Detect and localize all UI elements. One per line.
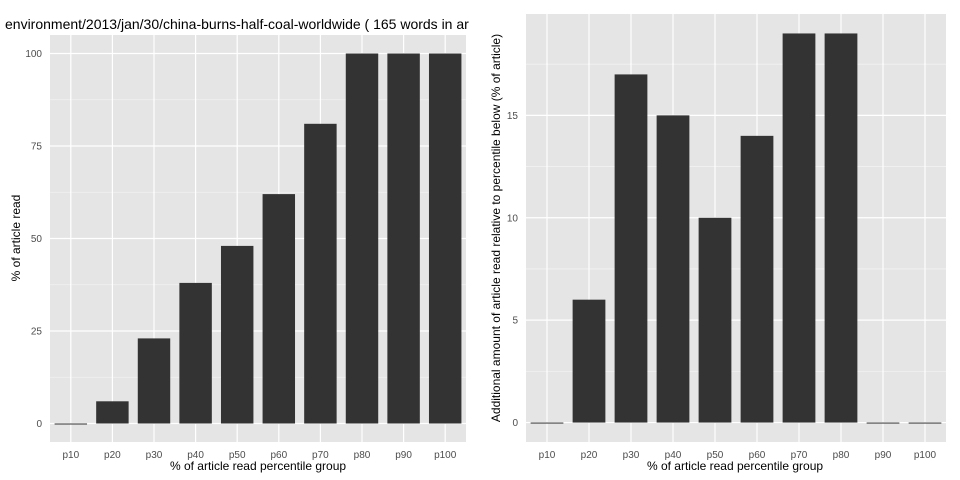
- x-axis-label: % of article read percentile group: [170, 459, 346, 473]
- y-tick-labels: 0 25 50 75 100: [25, 49, 42, 430]
- x-tick-label: p90: [395, 450, 412, 461]
- bar-p100: [428, 53, 462, 424]
- y-tick-label: 15: [507, 111, 519, 122]
- x-tick-label: p40: [665, 450, 682, 461]
- bar-series: [54, 53, 462, 425]
- bar-p50: [220, 245, 254, 424]
- x-tick-label: p30: [146, 450, 163, 461]
- x-tick-label: p60: [749, 450, 766, 461]
- y-tick-label: 10: [507, 213, 519, 224]
- bar-p60: [740, 135, 774, 423]
- x-tick-label: p80: [833, 450, 850, 461]
- x-tick-labels: p10 p20 p30 p40 p50 p60 p70 p80 p90 p100: [62, 450, 456, 461]
- bar-p40: [179, 282, 212, 424]
- bar-p100: [908, 422, 942, 424]
- bar-p20: [96, 401, 129, 424]
- bar-p60: [262, 194, 296, 424]
- y-tick-label: 0: [36, 419, 42, 430]
- y-tick-labels: 0 5 10 15: [507, 111, 519, 429]
- bar-p40: [656, 115, 690, 423]
- x-tick-label: p50: [707, 450, 724, 461]
- x-tick-label: p100: [434, 450, 457, 461]
- x-tick-label: p10: [62, 450, 79, 461]
- y-axis-label: % of article read: [9, 195, 23, 282]
- y-tick-label: 50: [31, 234, 43, 245]
- bar-p10: [54, 423, 88, 425]
- x-tick-labels: p10 p20 p30 p40 p50 p60 p70 p80 p90 p100: [539, 450, 937, 461]
- bar-p70: [304, 123, 337, 424]
- x-tick-label: p50: [229, 450, 246, 461]
- bar-p90: [866, 422, 900, 424]
- bar-p50: [698, 217, 732, 423]
- y-tick-label: 25: [31, 327, 43, 338]
- bar-p10: [530, 422, 564, 424]
- y-tick-label: 75: [31, 142, 43, 153]
- y-axis-label: Additional amount of article read relati…: [489, 34, 503, 422]
- x-tick-label: p40: [187, 450, 204, 461]
- x-tick-label: p80: [354, 450, 371, 461]
- bar-p30: [614, 74, 648, 423]
- x-tick-label: p30: [623, 450, 640, 461]
- x-axis-label: % of article read percentile group: [647, 459, 823, 473]
- bar-p30: [137, 338, 171, 424]
- x-tick-label: p60: [270, 450, 287, 461]
- bar-p70: [782, 33, 816, 423]
- bar-p90: [387, 53, 420, 424]
- x-tick-label: p70: [791, 450, 808, 461]
- y-tick-label: 0: [512, 418, 518, 429]
- y-tick-label: 100: [25, 49, 42, 60]
- bar-p20: [572, 299, 606, 423]
- x-tick-label: p100: [914, 450, 937, 461]
- y-tick-label: 5: [512, 316, 518, 327]
- x-tick-label: p90: [875, 450, 892, 461]
- x-tick-label: p20: [581, 450, 598, 461]
- x-tick-label: p20: [104, 450, 121, 461]
- bar-p80: [345, 53, 379, 424]
- x-tick-label: p10: [539, 450, 556, 461]
- x-tick-label: p70: [312, 450, 329, 461]
- chart-right: 0 5 10 15 p10 p20 p30 p40 p50 p60 p70 p80 p90 p100 %…: [489, 14, 946, 473]
- bar-p80: [824, 33, 858, 423]
- chart-title: environment/2013/jan/30/china-burns-half…: [5, 16, 469, 32]
- bar-series: [530, 33, 942, 424]
